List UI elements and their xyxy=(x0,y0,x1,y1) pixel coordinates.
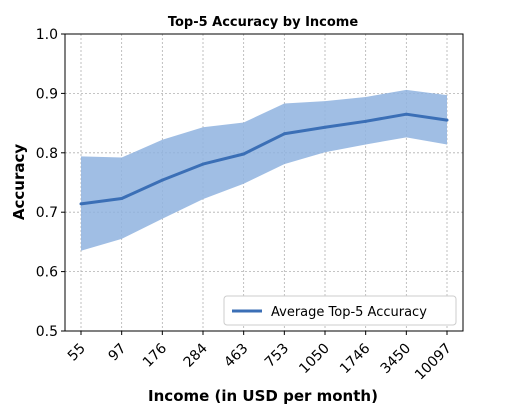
data-point xyxy=(282,132,286,136)
data-point xyxy=(120,197,124,201)
y-tick-label: 0.5 xyxy=(36,324,58,340)
plot-frame xyxy=(64,33,464,332)
y-tick-label: 0.7 xyxy=(36,205,58,221)
y-tick-label: 0.6 xyxy=(36,265,58,281)
x-axis-label: Income (in USD per month) xyxy=(148,387,378,405)
y-tick-label: 0.8 xyxy=(36,146,58,162)
data-point xyxy=(404,112,408,116)
legend: Average Top-5 Accuracy xyxy=(223,295,457,326)
average-top5-accuracy-line xyxy=(80,112,448,206)
legend-label: Average Top-5 Accuracy xyxy=(271,305,427,320)
y-tick-label: 1.0 xyxy=(36,27,58,43)
y-axis-label: Accuracy xyxy=(10,144,28,220)
data-point xyxy=(323,125,327,129)
plot-area xyxy=(64,33,464,332)
y-axis-ticks: 0.5 0.6 0.7 0.8 0.9 1.0 xyxy=(36,27,65,340)
data-point xyxy=(445,118,449,122)
chart-title: Top-5 Accuracy by Income xyxy=(168,15,359,30)
data-point xyxy=(79,202,83,206)
data-point xyxy=(201,162,205,166)
data-point xyxy=(242,152,246,156)
legend-box xyxy=(223,295,457,326)
data-point xyxy=(160,178,164,182)
confidence-band xyxy=(81,89,447,251)
data-point xyxy=(364,119,368,123)
y-tick-label: 0.9 xyxy=(36,86,58,102)
